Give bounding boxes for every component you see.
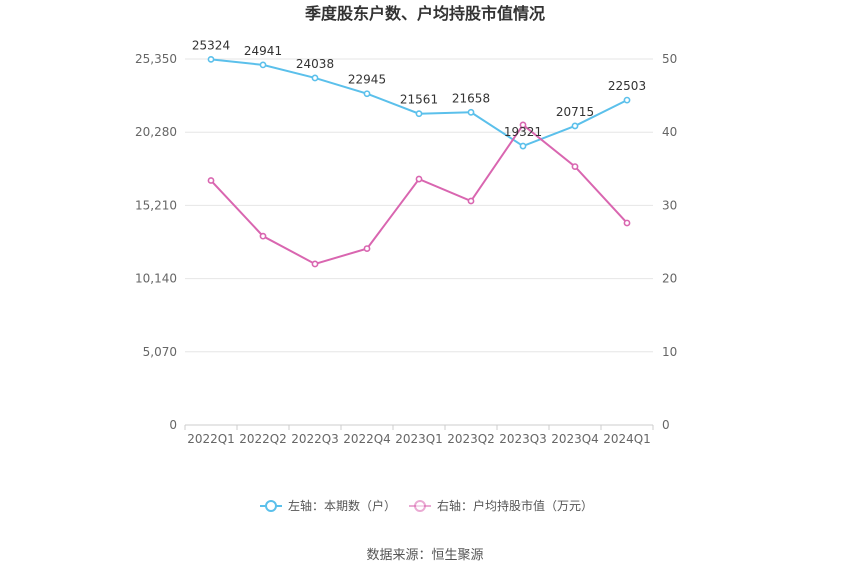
series-2-point bbox=[571, 163, 579, 171]
x-axis-tick-label: 2023Q3 bbox=[499, 432, 547, 446]
right-axis-tick-label: 40 bbox=[662, 125, 677, 139]
right-axis-tick-label: 0 bbox=[662, 418, 670, 432]
series-1-point bbox=[311, 74, 319, 82]
series-2-point bbox=[363, 245, 371, 252]
x-axis-tick-label: 2023Q2 bbox=[447, 432, 495, 446]
legend-label: 右轴：户均持股市值（万元） bbox=[437, 498, 593, 513]
series-1-point bbox=[207, 55, 215, 63]
x-axis-tick-label: 2022Q1 bbox=[187, 432, 235, 446]
chart-title: 季度股东户数、户均持股市值情况 bbox=[304, 4, 545, 23]
series-2-point bbox=[415, 175, 423, 183]
right-axis-tick-label: 30 bbox=[662, 198, 677, 212]
x-axis-tick-label: 2022Q3 bbox=[291, 432, 339, 446]
series-1-point bbox=[415, 110, 423, 118]
series-1-point bbox=[259, 61, 267, 69]
series-1-point bbox=[623, 96, 631, 104]
legend-swatch-marker bbox=[414, 500, 426, 512]
data-label: 22945 bbox=[348, 73, 386, 87]
series-1-point bbox=[571, 122, 579, 130]
data-label: 20715 bbox=[556, 105, 594, 119]
series-2-point bbox=[207, 177, 215, 184]
data-label: 19321 bbox=[504, 125, 542, 139]
right-axis-tick-label: 50 bbox=[662, 52, 677, 66]
left-axis-tick-label: 10,140 bbox=[135, 272, 177, 286]
right-axis-tick-label: 10 bbox=[662, 345, 677, 359]
series-1-point bbox=[363, 90, 371, 98]
series-2-point bbox=[467, 197, 475, 205]
series-line-2 bbox=[210, 123, 628, 266]
legend-swatch-marker bbox=[265, 500, 277, 512]
series-1-point bbox=[467, 108, 475, 116]
left-axis-tick-label: 15,210 bbox=[135, 198, 177, 212]
series-1-point bbox=[519, 142, 527, 150]
data-label: 25324 bbox=[192, 38, 230, 52]
series-2-point bbox=[519, 121, 527, 129]
left-axis-tick-label: 5,070 bbox=[143, 345, 177, 359]
left-axis-tick-label: 20,280 bbox=[135, 125, 177, 139]
data-label: 22503 bbox=[608, 79, 646, 93]
x-axis-tick-label: 2022Q4 bbox=[343, 432, 391, 446]
data-label: 24941 bbox=[244, 44, 282, 58]
x-axis-tick-label: 2024Q1 bbox=[603, 432, 651, 446]
data-label: 24038 bbox=[296, 57, 334, 71]
right-axis-tick-label: 20 bbox=[662, 272, 677, 286]
left-axis-tick-label: 0 bbox=[169, 418, 177, 432]
series-2-point bbox=[311, 260, 319, 268]
x-axis-tick-label: 2023Q4 bbox=[551, 432, 599, 446]
x-axis-tick-label: 2023Q1 bbox=[395, 432, 443, 446]
left-axis-tick-label: 25,350 bbox=[135, 52, 177, 66]
data-label: 21561 bbox=[400, 93, 438, 107]
source-note: 数据来源：恒生聚源 bbox=[366, 548, 483, 563]
data-label: 21658 bbox=[452, 91, 490, 105]
series-2-point bbox=[259, 232, 267, 240]
x-axis-tick-label: 2022Q2 bbox=[239, 432, 287, 446]
series-2-point bbox=[623, 219, 631, 227]
legend-label: 左轴：本期数（户） bbox=[288, 498, 396, 513]
